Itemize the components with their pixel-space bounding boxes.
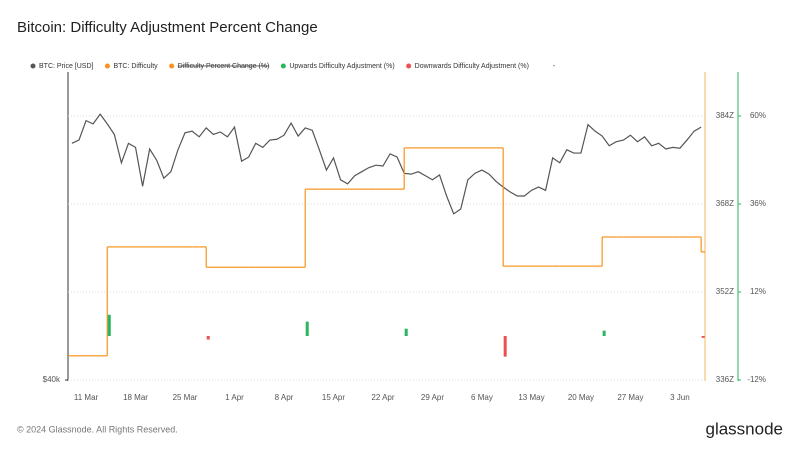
y3-tick-label: -12% (747, 375, 766, 384)
adjustment-bar (107, 314, 111, 336)
y3-tick-label: 12% (750, 287, 766, 296)
adjustment-bar (701, 336, 705, 338)
adjustment-bar (305, 321, 309, 336)
x-tick-label: 13 May (518, 393, 544, 402)
legend-marker (169, 63, 175, 69)
y3-tick-label: 36% (750, 199, 766, 208)
legend-label: BTC: Difficulty (113, 63, 158, 70)
legend-label: BTC: Price [USD] (39, 63, 94, 70)
x-tick-label: 3 Jun (670, 393, 690, 402)
legend-marker (280, 63, 286, 69)
x-tick-label: 18 Mar (123, 393, 148, 402)
legend-marker (104, 63, 110, 69)
adjustment-bar (503, 336, 507, 357)
x-tick-label: 8 Apr (275, 393, 294, 402)
x-tick-label: 29 Apr (421, 393, 444, 402)
x-tick-label: 20 May (568, 393, 594, 402)
x-tick-label: 1 Apr (225, 393, 244, 402)
legend-marker (406, 63, 412, 69)
brand-logo: glassnode (705, 419, 783, 438)
chart-title: Bitcoin: Difficulty Adjustment Percent C… (17, 19, 318, 36)
y2-tick-label: 336Z (716, 375, 734, 384)
legend-note: - (553, 63, 556, 70)
price-line (71, 113, 702, 215)
x-tick-label: 11 Mar (74, 393, 99, 402)
y2-tick-label: 352Z (716, 287, 734, 296)
legend-label: Upwards Difficulty Adjustment (%) (289, 63, 394, 70)
adjustment-bar (206, 336, 210, 340)
y2-tick-label: 368Z (716, 199, 734, 208)
x-tick-label: 25 Mar (173, 393, 198, 402)
adjustment-bar (602, 330, 606, 336)
x-tick-label: 6 May (471, 393, 493, 402)
x-tick-label: 27 May (617, 393, 643, 402)
x-tick-label: 15 Apr (322, 393, 345, 402)
x-tick-label: 22 Apr (371, 393, 394, 402)
legend-label: Downwards Difficulty Adjustment (%) (415, 63, 529, 70)
copyright: © 2024 Glassnode. All Rights Reserved. (17, 424, 178, 434)
y2-tick-label: 384Z (716, 111, 734, 120)
legend-marker (30, 63, 36, 69)
adjustment-bar (404, 328, 408, 336)
y-tick-label: $40k (43, 375, 61, 384)
y3-tick-label: 60% (750, 111, 766, 120)
